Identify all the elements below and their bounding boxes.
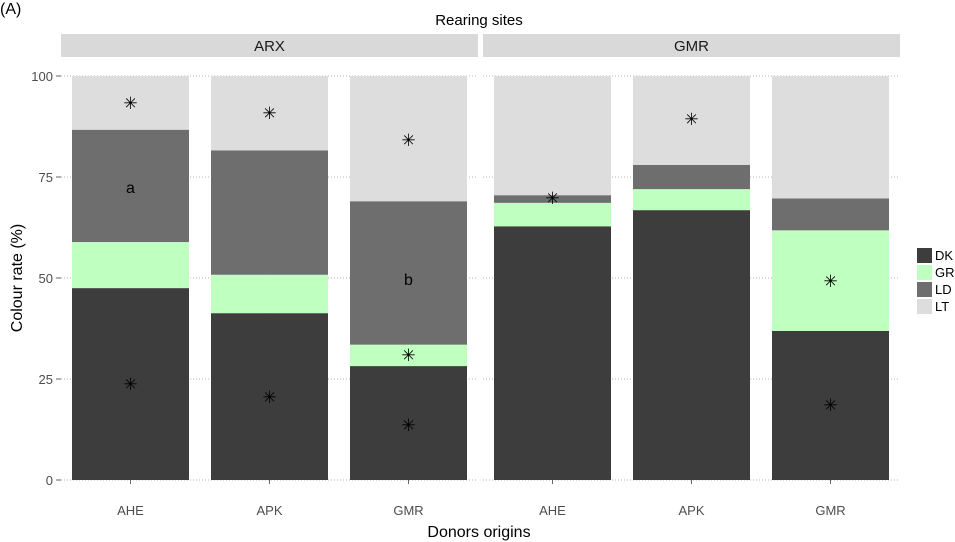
- significance-star: ✳: [262, 388, 276, 408]
- y-tick-label: 25: [39, 372, 53, 387]
- bar-segment-ld: [633, 164, 750, 190]
- bar-segment-dk: [350, 366, 467, 480]
- bar-segment-ld: [494, 195, 611, 203]
- x-tick-label: APK: [678, 503, 704, 518]
- facet-strip-label: GMR: [674, 38, 709, 55]
- significance-star: ✳: [545, 189, 559, 209]
- y-tick-label: 50: [39, 271, 53, 286]
- y-axis: 0 25 50 75 100: [31, 69, 61, 488]
- bar-segment-lt: [772, 76, 889, 199]
- bar-segment-ld: [72, 129, 189, 243]
- group-letter-label: a: [126, 180, 135, 197]
- bar-segment-lt: [633, 76, 750, 165]
- plot-area: ARX AHE APK GMR ✳ a ✳ ✳ ✳ ✳ b ✳ ✳ GMR AHE APK GMR ✳ ✳ ✳ ✳: [61, 34, 900, 518]
- bar-segment-dk: [772, 330, 889, 480]
- x-tick-label: AHE: [539, 503, 566, 518]
- x-axis-title: Donors origins: [427, 524, 530, 541]
- significance-star: ✳: [123, 94, 137, 114]
- legend-swatch-ld: [917, 282, 932, 297]
- chart-title: Rearing sites: [435, 12, 523, 29]
- legend-label-lt: LT: [935, 299, 949, 314]
- bar-segment-lt: [211, 76, 328, 151]
- bar-segment-lt: [72, 76, 189, 130]
- bar-segment-gr: [633, 189, 750, 211]
- bar-segment-dk: [72, 288, 189, 480]
- bar-segment-dk: [633, 210, 750, 481]
- facet-strip-bg: [61, 34, 478, 57]
- bar-segment-ld: [772, 198, 889, 231]
- x-tick-label: GMR: [393, 503, 423, 518]
- facet-panel-gmr: GMR AHE APK GMR ✳ ✳ ✳ ✳: [483, 34, 900, 518]
- bar-segment-gr: [211, 274, 328, 314]
- group-letter-label: b: [404, 272, 413, 289]
- significance-star: ✳: [823, 396, 837, 416]
- legend-label-ld: LD: [935, 282, 952, 297]
- significance-star: ✳: [262, 104, 276, 124]
- legend-swatch-dk: [917, 248, 932, 263]
- significance-star: ✳: [123, 375, 137, 395]
- legend-swatch-gr: [917, 265, 932, 280]
- facet-strip-bg: [483, 34, 900, 57]
- significance-star: ✳: [401, 131, 415, 151]
- legend-label-dk: DK: [935, 248, 953, 263]
- significance-star: ✳: [823, 272, 837, 292]
- bar-segment-gr: [772, 230, 889, 331]
- bar-segment-dk: [211, 313, 328, 480]
- bar-segment-ld: [350, 201, 467, 345]
- bar-segment-ld: [211, 150, 328, 275]
- y-tick-label: 0: [46, 473, 53, 488]
- panel-label: (A): [0, 1, 21, 18]
- bar-segment-dk: [494, 226, 611, 480]
- facet-panel-arx: ARX AHE APK GMR ✳ a ✳ ✳ ✳ ✳ b ✳ ✳: [61, 34, 478, 518]
- y-axis-title: Colour rate (%): [9, 224, 26, 332]
- significance-star: ✳: [401, 416, 415, 436]
- y-tick-label: 100: [31, 69, 53, 84]
- significance-star: ✳: [684, 110, 698, 130]
- bar-segment-gr: [72, 242, 189, 289]
- facet-strip-label: ARX: [254, 38, 285, 55]
- bar-segment-gr: [350, 344, 467, 367]
- legend-label-gr: GR: [935, 265, 955, 280]
- x-tick-label: GMR: [815, 503, 845, 518]
- x-tick-label: AHE: [117, 503, 144, 518]
- y-tick-label: 75: [39, 170, 53, 185]
- bar-segment-lt: [494, 76, 611, 196]
- legend: DK GR LD LT: [917, 248, 955, 314]
- significance-star: ✳: [401, 346, 415, 366]
- legend-swatch-lt: [917, 299, 932, 314]
- x-tick-label: APK: [256, 503, 282, 518]
- bar-segment-lt: [350, 76, 467, 202]
- bar-segment-gr: [494, 202, 611, 227]
